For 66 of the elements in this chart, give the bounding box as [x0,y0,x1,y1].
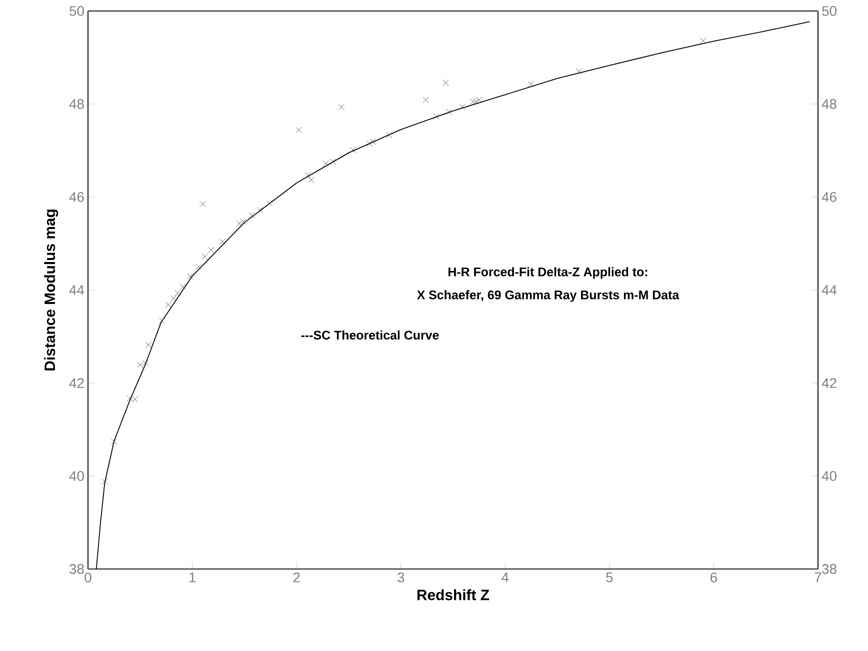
point [196,264,202,270]
point [459,104,466,110]
point [165,302,172,308]
point [236,220,242,227]
y-tick-label: 38 [69,564,84,574]
point [220,238,226,245]
y2-tick-label: 44 [822,285,837,295]
annotation: ---SC Theoretical Curve [301,330,439,340]
point [248,212,255,218]
x-tick-label: 5 [606,572,613,582]
x-tick-label: 3 [398,572,404,582]
point [187,273,194,280]
point [296,127,302,134]
x-tick-label: 1 [189,572,196,582]
x-tick-label: 0 [84,572,92,582]
point [240,218,246,225]
point [308,176,314,183]
point [159,318,166,324]
point [266,200,272,207]
point [350,147,356,154]
point [174,290,181,296]
y2-tick-label: 38 [822,564,836,574]
x-axis-title: Redshift Z [417,589,490,600]
point [257,206,264,214]
point [202,253,208,260]
x-tick-label: 4 [502,572,509,582]
y-tick-label: 46 [69,192,84,202]
point [111,438,118,445]
point [180,284,186,290]
point [322,160,329,167]
point [528,80,534,88]
point [700,38,706,44]
point [446,108,452,115]
y2-tick-label: 48 [822,99,836,109]
y-tick-label: 50 [70,6,84,16]
y-tick-label: 44 [69,285,84,295]
point [472,98,479,105]
point [145,342,152,348]
point [576,68,582,74]
line-series [96,21,810,569]
y-tick-label: 48 [69,99,84,109]
y2-tick-label: 40 [822,471,836,481]
point [305,172,312,178]
point [330,158,336,165]
y-tick-label: 40 [69,471,84,481]
point [366,140,373,147]
point [102,478,108,485]
point [422,96,429,103]
point [442,80,449,86]
point [200,200,206,207]
y2-tick-label: 46 [822,192,836,202]
annotation: H-R Forced-Fit Delta-Z Applied to: [448,267,648,279]
point [208,246,214,254]
x-tick-label: 6 [710,572,717,582]
point [433,114,440,120]
point [370,138,376,145]
point [386,132,392,138]
y2-tick-label: 42 [822,378,836,388]
y2-tick-label: 50 [822,6,836,16]
x-tick-label: 2 [293,572,300,582]
x-tick-label: 7 [814,572,822,582]
point [338,104,344,110]
y-tick-label: 42 [69,378,84,388]
point [170,295,177,302]
y-axis-title: Distance Modulus mag [44,210,58,370]
annotation: X Schaefer, 69 Gamma Ray Bursts m-M Data [416,290,680,302]
